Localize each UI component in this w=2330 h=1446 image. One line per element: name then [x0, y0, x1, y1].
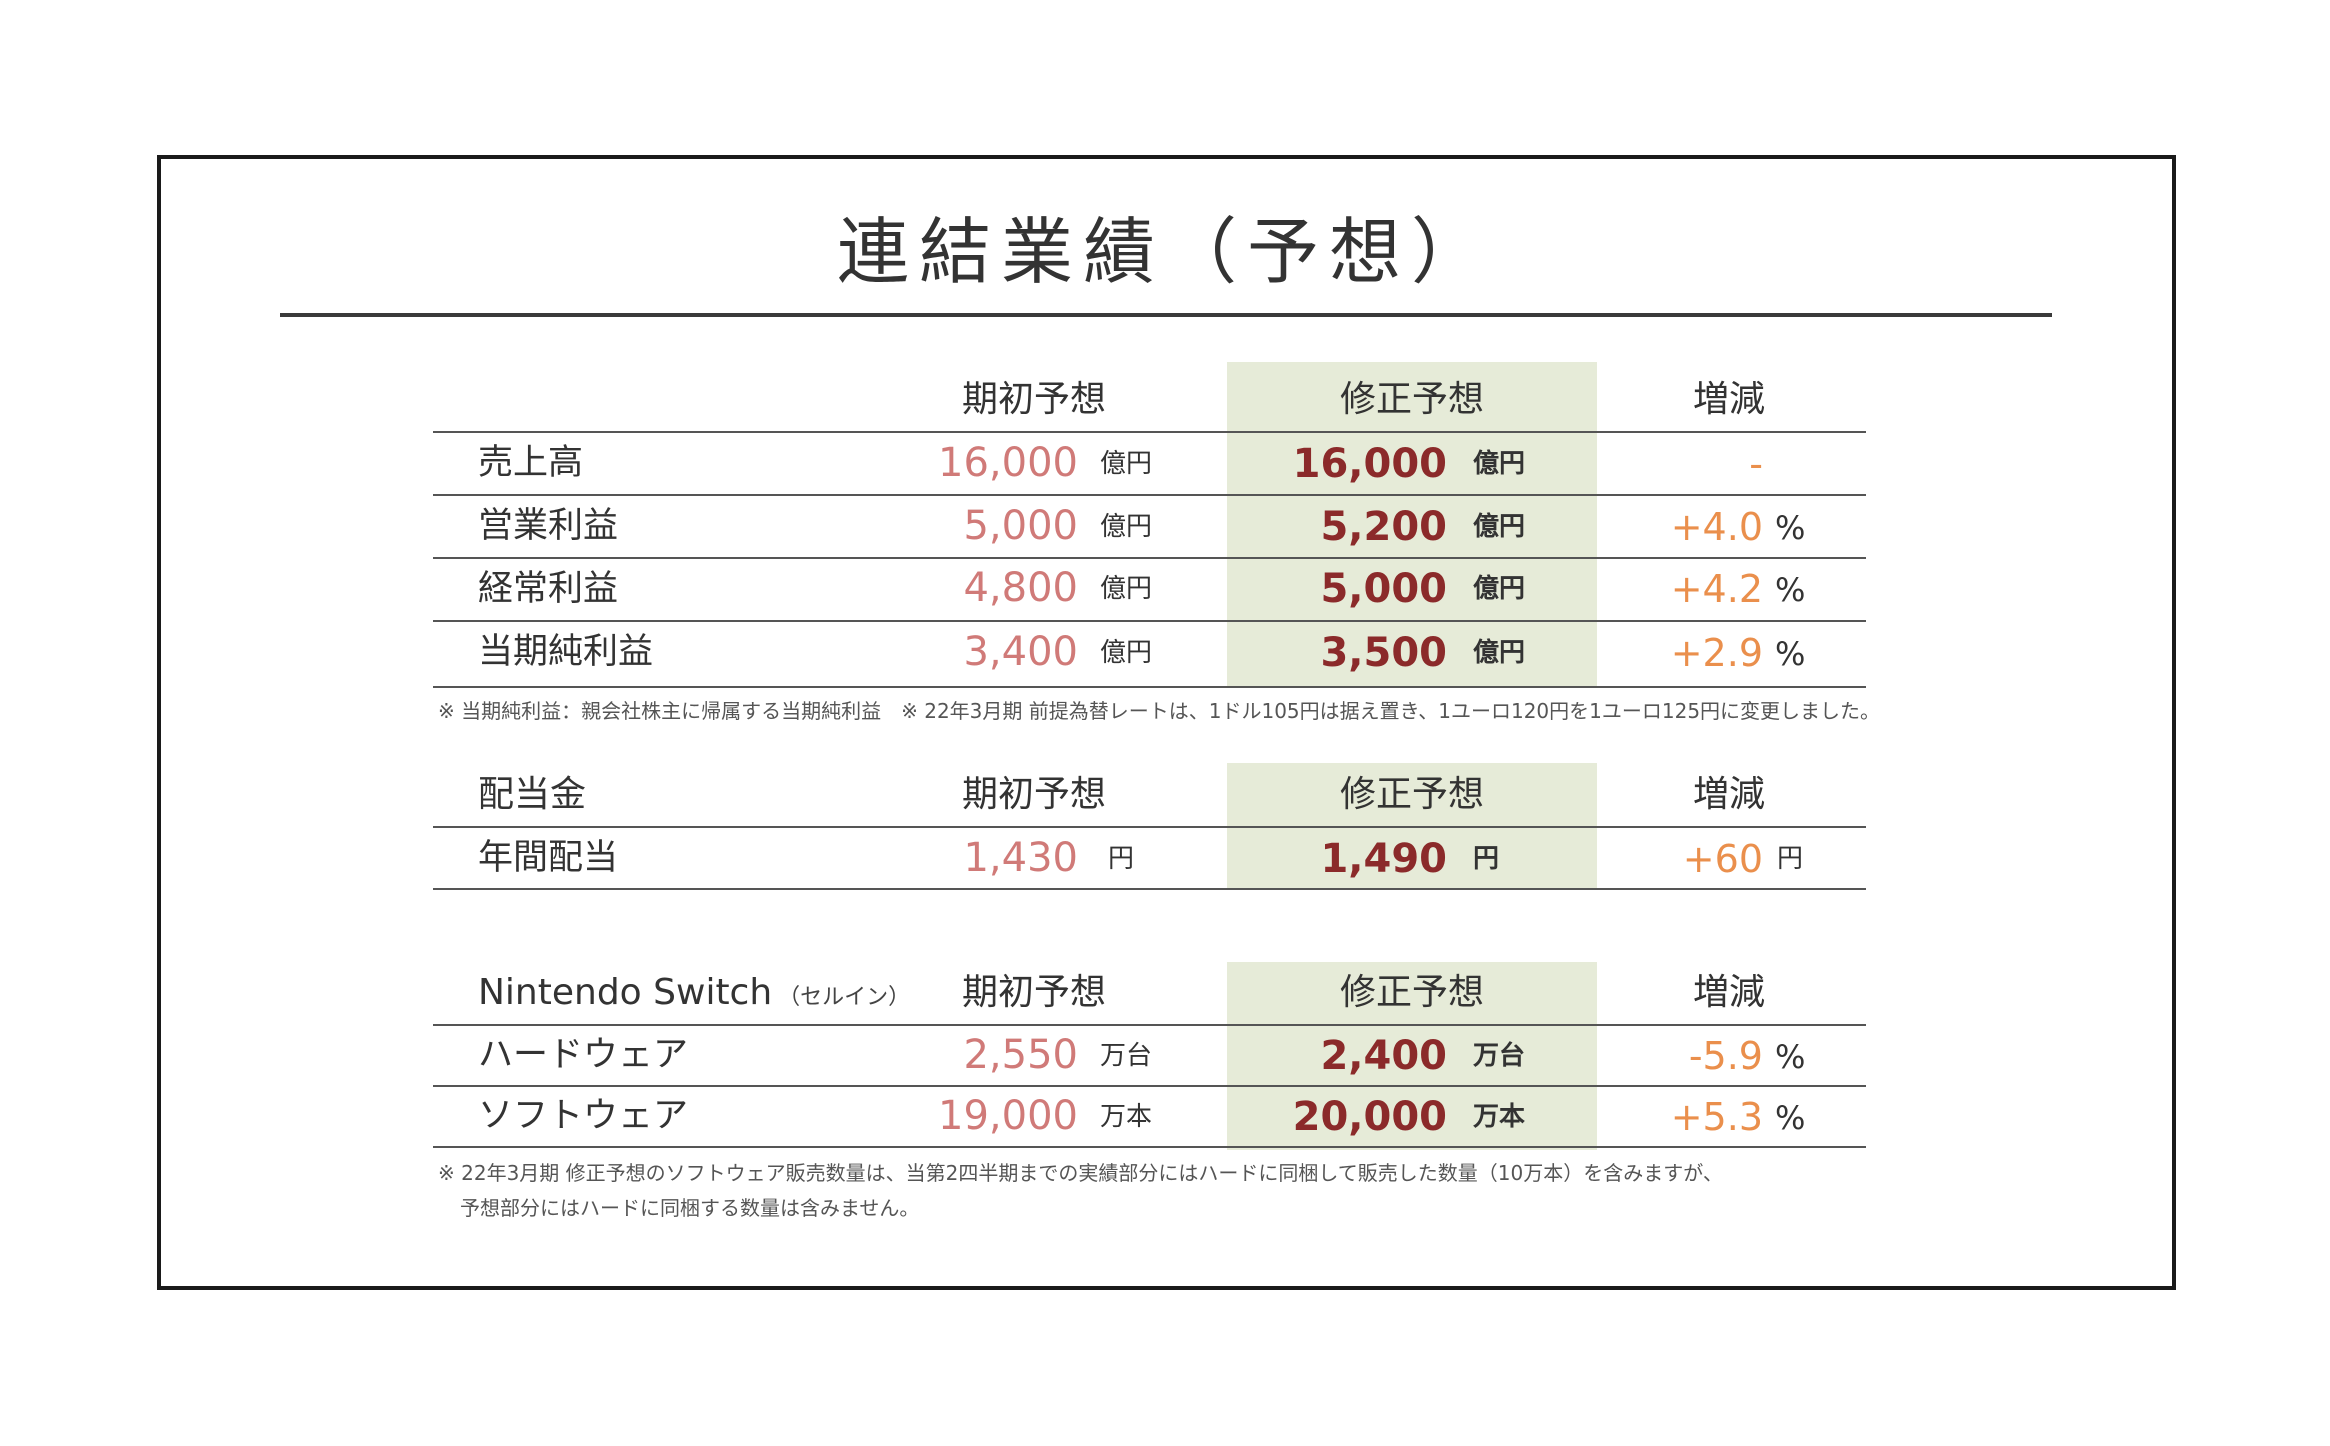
initial-unit: 万台: [1100, 1041, 1153, 1071]
initial-value: 5,000: [963, 503, 1078, 549]
row-label: ハードウェア: [478, 1035, 689, 1075]
switch-section-sub: （セルイン）: [778, 985, 911, 1010]
initial-unit: 億円: [1100, 638, 1153, 668]
revised-unit: 億円: [1473, 638, 1526, 668]
header-revised: 修正予想: [1340, 774, 1485, 815]
page-title: 連結業績（予想）: [836, 210, 1493, 294]
revised-column-highlight-switch: [1227, 962, 1597, 1150]
table-rule: [433, 431, 1866, 433]
change-unit: %: [1775, 635, 1806, 673]
table-rule: [433, 1024, 1866, 1026]
change-value: -: [1749, 442, 1763, 486]
header-change: 増減: [1693, 774, 1766, 815]
change-value: +5.3: [1670, 1095, 1763, 1139]
table-rule: [433, 888, 1866, 890]
header-initial: 期初予想: [962, 379, 1107, 420]
initial-value: 19,000: [938, 1093, 1078, 1139]
initial-value: 16,000: [938, 440, 1078, 486]
row-label: ソフトウェア: [478, 1096, 689, 1136]
header-initial: 期初予想: [962, 774, 1107, 815]
row-label: 当期純利益: [478, 632, 654, 672]
header-change: 増減: [1693, 972, 1766, 1013]
change-unit: %: [1775, 1099, 1806, 1137]
change-unit: 円: [1777, 844, 1804, 874]
dividend-section-label: 配当金: [478, 774, 587, 815]
revised-value: 2,400: [1320, 1033, 1447, 1079]
change-value: -5.9: [1688, 1034, 1763, 1078]
revised-column-highlight-earnings: [1227, 362, 1597, 686]
table-rule: [433, 494, 1866, 496]
revised-value: 16,000: [1292, 441, 1447, 487]
revised-unit: 円: [1473, 844, 1500, 874]
initial-unit: 億円: [1100, 512, 1153, 542]
change-unit: %: [1775, 571, 1806, 609]
header-revised: 修正予想: [1340, 379, 1485, 420]
title-divider: [280, 313, 2052, 317]
switch-section-label: Nintendo Switch （セルイン）: [478, 975, 910, 1011]
header-initial: 期初予想: [962, 972, 1107, 1013]
change-value: +4.0: [1670, 505, 1763, 549]
switch-footnote-line1: ※ 22年3月期 修正予想のソフトウェア販売数量は、当第2四半期までの実績部分に…: [438, 1161, 1723, 1185]
initial-unit: 億円: [1100, 449, 1153, 479]
row-label: 経常利益: [478, 569, 619, 609]
initial-value: 2,550: [963, 1032, 1078, 1078]
initial-unit: 円: [1108, 844, 1135, 874]
change-unit: %: [1775, 1038, 1806, 1076]
table-rule: [433, 1146, 1866, 1148]
revised-value: 5,200: [1320, 504, 1447, 550]
table-rule: [433, 620, 1866, 622]
earnings-footnote: ※ 当期純利益：親会社株主に帰属する当期純利益 ※ 22年3月期 前提為替レート…: [438, 699, 1881, 723]
revised-unit: 万台: [1473, 1041, 1526, 1071]
revised-unit: 万本: [1473, 1102, 1526, 1132]
change-unit: %: [1775, 509, 1806, 547]
table-rule: [433, 557, 1866, 559]
table-rule: [433, 686, 1866, 688]
table-rule: [433, 826, 1866, 828]
initial-value: 3,400: [963, 629, 1078, 675]
header-revised: 修正予想: [1340, 972, 1485, 1013]
initial-value: 1,430: [963, 835, 1078, 881]
table-rule: [433, 1085, 1866, 1087]
switch-footnote-line2: 予想部分にはハードに同梱する数量は含みません。: [460, 1196, 920, 1220]
revised-unit: 億円: [1473, 512, 1526, 542]
header-change: 増減: [1693, 379, 1766, 420]
revised-unit: 億円: [1473, 449, 1526, 479]
slide-frame: [157, 155, 2176, 1290]
revised-value: 20,000: [1292, 1094, 1447, 1140]
revised-unit: 億円: [1473, 574, 1526, 604]
change-value: +60: [1682, 837, 1763, 881]
row-label: 売上高: [478, 443, 584, 483]
revised-value: 1,490: [1320, 836, 1447, 882]
change-value: +4.2: [1670, 567, 1763, 611]
initial-unit: 万本: [1100, 1102, 1153, 1132]
initial-unit: 億円: [1100, 574, 1153, 604]
revised-value: 5,000: [1320, 566, 1447, 612]
change-value: +2.9: [1670, 631, 1763, 675]
row-label: 営業利益: [478, 506, 619, 546]
switch-section-title: Nintendo Switch: [478, 972, 773, 1013]
revised-value: 3,500: [1320, 630, 1447, 676]
initial-value: 4,800: [963, 565, 1078, 611]
row-label: 年間配当: [478, 838, 619, 878]
